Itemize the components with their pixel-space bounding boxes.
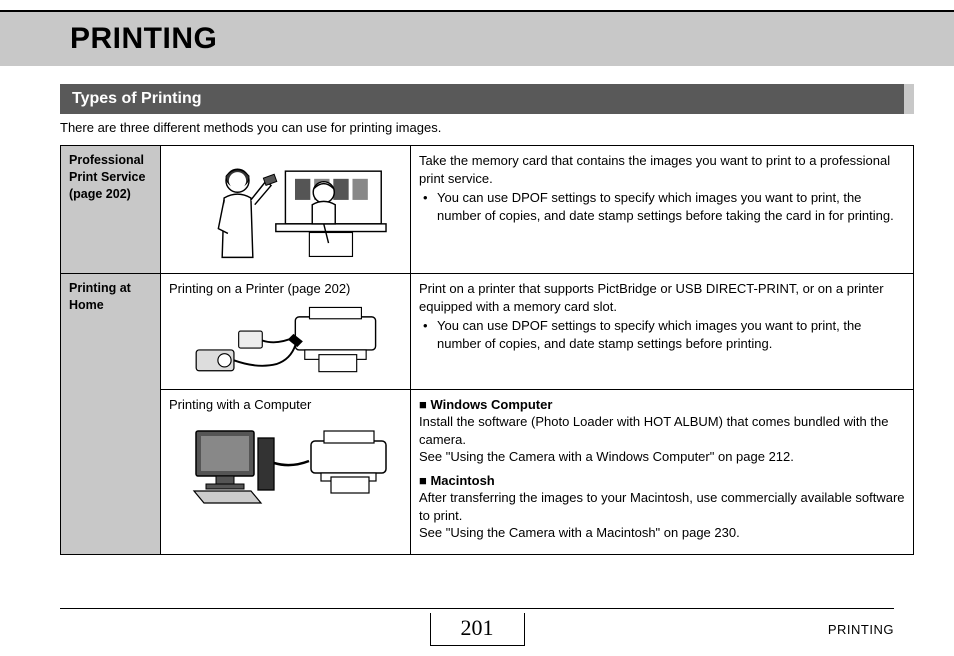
cell-home-computer-desc: ■ Windows Computer Install the software … [411,389,914,554]
cell-home-printer-desc: Print on a printer that supports PictBri… [411,274,914,390]
home-computer-title: Printing with a Computer [169,396,402,414]
footer-label: PRINTING [828,622,894,637]
cell-professional-desc: Take the memory card that contains the i… [411,146,914,274]
page-content: Types of Printing There are three differ… [0,66,954,555]
page-number: 201 [430,613,525,646]
chapter-header: PRINTING [0,10,954,66]
chapter-title: PRINTING [70,22,944,56]
macintosh-text-2: See "Using the Camera with a Macintosh" … [419,524,905,542]
printer-illustration [169,298,402,383]
windows-heading: ■ Windows Computer [419,396,905,414]
macintosh-text-1: After transferring the images to your Ma… [419,489,905,524]
intro-text: There are three different methods you ca… [60,120,914,135]
home-printer-title: Printing on a Printer (page 202) [169,280,402,298]
cell-professional-illustration [161,146,411,274]
computer-illustration [169,413,402,508]
cell-home-label: Printing at Home [61,274,161,555]
professional-lead: Take the memory card that contains the i… [419,152,905,187]
section-title: Types of Printing [60,84,914,114]
page-footer: 201 PRINTING [0,608,954,646]
printing-methods-table: Professional Print Service (page 202) [60,145,914,555]
bullet-icon: • [423,317,435,335]
home-printer-lead: Print on a printer that supports PictBri… [419,280,905,315]
bullet-icon: • [423,189,435,207]
professional-bullet: You can use DPOF settings to specify whi… [435,189,905,224]
cell-home-computer: Printing with a Computer [161,389,411,554]
cell-professional-label: Professional Print Service (page 202) [61,146,161,274]
macintosh-heading: ■ Macintosh [419,472,905,490]
print-service-illustration [169,152,402,267]
windows-text-2: See "Using the Camera with a Windows Com… [419,448,905,466]
cell-home-printer: Printing on a Printer (page 202) [161,274,411,390]
windows-text-1: Install the software (Photo Loader with … [419,413,905,448]
home-printer-bullet: You can use DPOF settings to specify whi… [435,317,905,352]
